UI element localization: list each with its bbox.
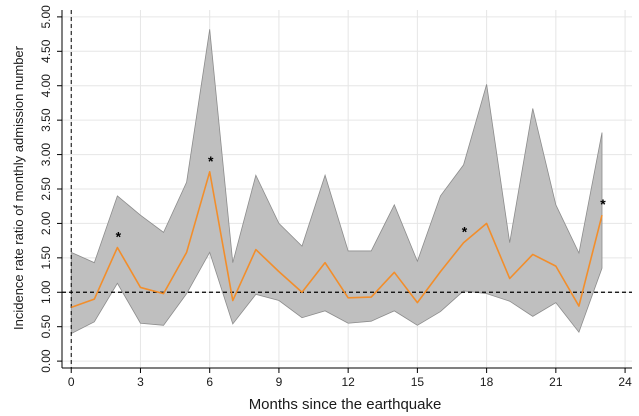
x-tick-label: 24 [618, 375, 632, 389]
estimate-line-group [70, 170, 603, 309]
y-tick-label: 1.50 [39, 246, 53, 270]
y-tick-label: 4.50 [39, 39, 53, 63]
x-tick-label: 18 [480, 375, 494, 389]
y-tick-label: 2.00 [39, 211, 53, 235]
significance-marker: * [600, 196, 606, 212]
estimate-line [70, 170, 603, 309]
significance-marker: * [116, 229, 122, 245]
y-tick-label: 2.50 [39, 177, 53, 201]
confidence-band [70, 29, 603, 335]
y-tick-label: 3.00 [39, 143, 53, 167]
y-axis-title: Incidence rate ratio of monthly admissio… [11, 45, 26, 330]
y-tick-label: 1.00 [39, 280, 53, 304]
y-tick-label: 3.50 [39, 108, 53, 132]
x-tick-label: 12 [341, 375, 355, 389]
x-tick-label: 9 [276, 375, 283, 389]
x-tick-label: 6 [206, 375, 213, 389]
y-tick-label: 0.50 [39, 315, 53, 339]
axes: 0 3 6 9 12 15 18 21 24 0.00 0.50 1.00 1.50 2.00 2.50 3.… [39, 5, 632, 389]
x-tick-label: 3 [137, 375, 144, 389]
x-tick-label: 21 [549, 375, 563, 389]
x-tick-label: 15 [411, 375, 425, 389]
y-tick-label: 0.00 [39, 349, 53, 373]
y-tick-label: 4.00 [39, 74, 53, 98]
x-tick-label: 0 [68, 375, 75, 389]
significance-markers: * * * * [116, 153, 607, 245]
y-tick-label: 5.00 [39, 5, 53, 29]
confidence-band-group [70, 29, 603, 335]
significance-marker: * [208, 153, 214, 169]
significance-marker: * [462, 224, 468, 240]
x-axis-title: Months since the earthquake [249, 396, 442, 413]
